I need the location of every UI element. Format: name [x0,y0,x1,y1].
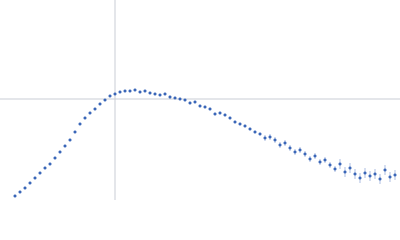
data-point [328,163,332,167]
data-point [248,127,252,131]
data-point [103,98,107,102]
data-point [113,92,117,96]
data-point [278,143,282,147]
data-point [158,93,162,97]
data-point [18,190,22,194]
data-point [68,138,72,142]
data-point [28,181,32,185]
data-point [123,89,127,93]
data-point [193,100,197,104]
data-point [393,173,397,177]
data-point [108,94,112,98]
data-point [33,176,37,180]
data-point [288,146,292,150]
data-point [283,141,287,145]
data-point [213,112,217,116]
data-point [228,116,232,120]
data-point [313,154,317,158]
data-point [318,160,322,164]
data-point [263,136,267,140]
data-point [303,152,307,156]
data-point [148,91,152,95]
chart [0,0,400,200]
data-point [133,88,137,92]
data-point [173,96,177,100]
data-point [308,157,312,161]
data-point [223,113,227,117]
data-point [183,98,187,102]
data-point [258,132,262,136]
data-point [198,104,202,108]
data-point [353,172,357,176]
data-point [168,95,172,99]
data-point [388,175,392,179]
data-point [118,90,122,94]
data-point [73,130,77,134]
data-point [378,177,382,181]
data-point [58,150,62,154]
data-point [178,97,182,101]
data-point [143,89,147,93]
data-point [53,156,57,160]
data-point [38,171,42,175]
data-point [23,186,27,190]
data-point [208,107,212,111]
data-point [48,162,52,166]
data-point [243,124,247,128]
data-point [268,135,272,139]
data-point [218,111,222,115]
data-point [93,107,97,111]
data-point [83,116,87,120]
data-point [383,168,387,172]
data-point [88,111,92,115]
data-point [188,101,192,105]
data-point [333,167,337,171]
data-point [273,138,277,142]
data-point [298,148,302,152]
data-point [338,162,342,166]
data-point [203,105,207,109]
data-point [348,166,352,170]
data-point [238,122,242,126]
data-point [358,176,362,180]
data-point [43,166,47,170]
data-point [153,92,157,96]
data-point [253,130,257,134]
data-point [323,158,327,162]
data-point [368,174,372,178]
data-point [138,90,142,94]
data-point [163,92,167,96]
data-point [78,122,82,126]
data-point [233,120,237,124]
data-point [373,172,377,176]
data-point [343,170,347,174]
data-point [128,89,132,93]
data-point [13,194,17,198]
data-point [98,102,102,106]
data-point [293,150,297,154]
data-point [363,171,367,175]
data-point [63,144,67,148]
